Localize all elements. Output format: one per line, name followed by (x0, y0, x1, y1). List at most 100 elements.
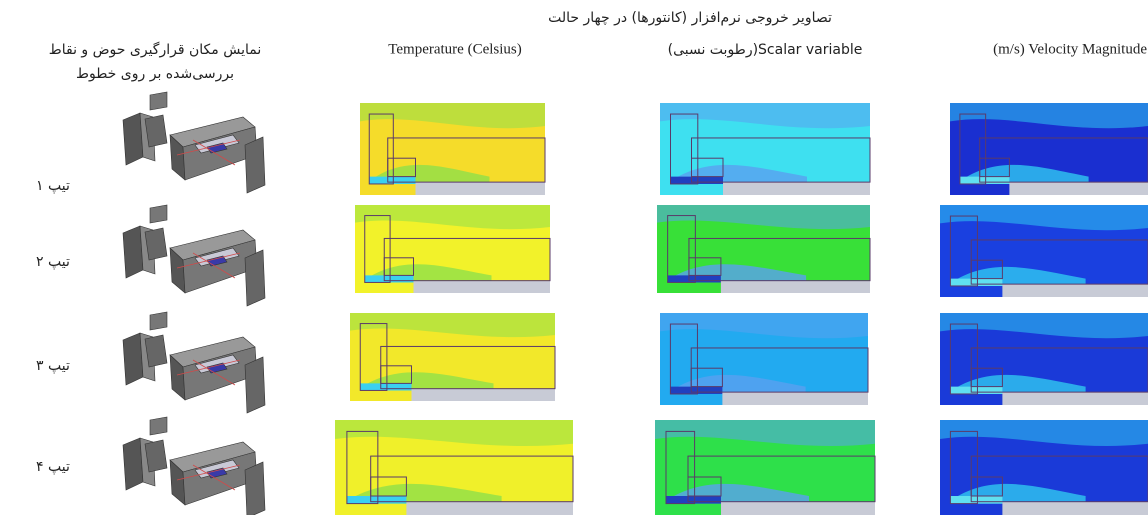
outline (364, 215, 391, 283)
outline (687, 476, 722, 497)
floor (722, 392, 868, 405)
model-part (122, 332, 144, 386)
floor (415, 182, 545, 195)
floor (1002, 392, 1148, 405)
outline (691, 157, 724, 178)
outline (359, 323, 388, 391)
outline (690, 367, 723, 388)
floor (413, 280, 550, 293)
column-header: بررسی‌شده بر روی خطوط (76, 66, 234, 82)
contour-region (655, 420, 875, 447)
contour-region (950, 386, 1003, 394)
contour-region (657, 205, 870, 230)
contour-image (660, 313, 869, 405)
model-line (176, 464, 241, 481)
model-part (206, 467, 228, 479)
contour-region (950, 496, 1003, 504)
contour-region (940, 205, 1148, 231)
outline (346, 430, 379, 505)
contour-region (950, 278, 1003, 286)
row-label: تیپ ۴ (36, 459, 70, 475)
contour-region (346, 496, 407, 504)
model-part (144, 114, 168, 148)
model-part (122, 225, 144, 279)
model-part (244, 249, 266, 307)
model-line (192, 252, 236, 279)
outline (949, 215, 978, 287)
outline (669, 323, 698, 395)
contour-region (667, 275, 721, 283)
contour-region (350, 313, 555, 338)
model-part (144, 334, 168, 368)
contour-region (940, 420, 1148, 447)
column-header: Temperature (Celsius) (388, 41, 521, 57)
contour-image (660, 103, 871, 195)
floor (411, 388, 555, 401)
model-part (244, 461, 266, 515)
outline (368, 113, 394, 185)
contour-region (360, 103, 545, 129)
model-part (206, 362, 228, 374)
model-image (122, 204, 266, 307)
floor (1002, 284, 1148, 297)
model-part (206, 255, 228, 267)
contour-region (369, 176, 416, 184)
contour-region (335, 420, 573, 447)
contour-region (950, 103, 1148, 129)
model-part (122, 437, 144, 491)
model-line (176, 359, 241, 376)
model-part (149, 416, 168, 436)
outline (383, 257, 414, 276)
contour-image (355, 205, 551, 293)
contour-region (666, 496, 721, 504)
figure-title: تصاویر خروجی نرم‌افزار (کانتورها) در چها… (548, 10, 832, 26)
outline (959, 113, 987, 185)
outline (688, 257, 722, 276)
outline (665, 430, 696, 505)
floor (1009, 182, 1148, 195)
contour-region (660, 313, 868, 339)
model-part (144, 439, 168, 473)
contour-image (940, 420, 1148, 515)
contour-region (670, 176, 723, 184)
column-header: Scalar variable(رطوبت نسبی) (668, 42, 863, 58)
model-part (244, 136, 266, 194)
model-part (122, 112, 144, 166)
model-line (176, 139, 241, 156)
floor (723, 182, 870, 195)
row-label: تیپ ۲ (36, 254, 70, 270)
outline (949, 323, 978, 395)
model-line (192, 359, 236, 386)
model-line (192, 464, 236, 491)
model-image (122, 311, 266, 414)
model-part (144, 227, 168, 261)
floor (721, 501, 875, 515)
model-line (176, 252, 241, 269)
contour-image (950, 103, 1148, 195)
floor (1002, 501, 1148, 515)
outline (387, 157, 416, 178)
row-label: تیپ ۳ (36, 358, 70, 374)
model-part (149, 204, 168, 224)
outline (667, 215, 696, 283)
outline (380, 365, 412, 384)
outline (970, 476, 1003, 497)
contour-region (364, 275, 414, 283)
model-image (122, 416, 266, 515)
contour-region (670, 386, 723, 394)
outline (970, 259, 1003, 280)
model-line (192, 139, 236, 166)
row-label: تیپ ۱ (36, 178, 70, 194)
contour-image (335, 420, 574, 515)
column-header: نمایش مکان قرارگیری حوض و نقاط (49, 41, 261, 58)
contour-image (655, 420, 876, 515)
floor (406, 501, 573, 515)
contour-image (350, 313, 556, 401)
model-part (149, 311, 168, 331)
contour-region (355, 205, 550, 230)
contour-image (360, 103, 546, 195)
outline (370, 476, 407, 497)
model-part (206, 142, 228, 154)
model-image (122, 91, 266, 194)
outline (970, 367, 1003, 388)
